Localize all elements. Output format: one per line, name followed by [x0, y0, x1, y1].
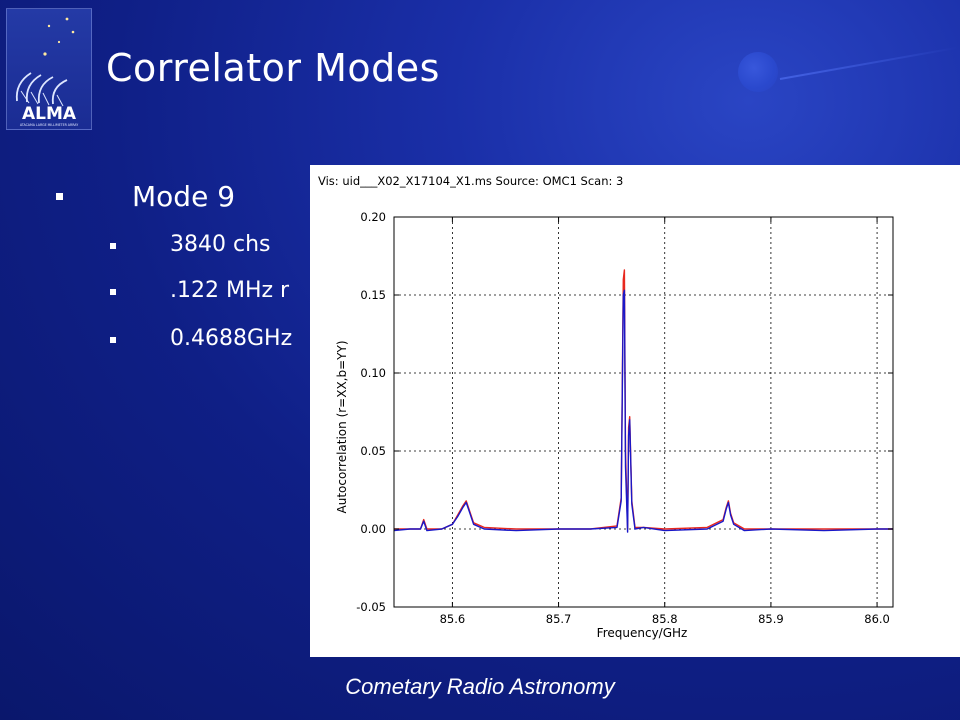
- chart-y-tick-label: 0.15: [360, 288, 386, 302]
- bullet-sub-label: 3840 chs: [170, 232, 271, 257]
- chart-series-line-1: [393, 289, 893, 533]
- chart-y-tick-label: -0.05: [356, 600, 386, 614]
- slide-footer: Cometary Radio Astronomy: [345, 674, 615, 699]
- bullet-square-icon: [56, 193, 63, 200]
- chart-title: Vis: uid___X02_X17104_X1.ms Source: OMC1…: [318, 174, 623, 188]
- chart-plot-frame: [393, 216, 894, 608]
- decorative-orb: [738, 52, 778, 92]
- chart-y-tick-label: 0.20: [360, 210, 386, 224]
- bullet-main-label: Mode 9: [132, 180, 236, 213]
- chart-x-tick-label: 85.9: [758, 612, 784, 626]
- chart-y-tick-label: 0.05: [360, 444, 386, 458]
- chart-y-tick-label: 0.10: [360, 366, 386, 380]
- bullet-square-icon: [110, 243, 116, 249]
- bullet-sub-label: 0.4688GHz: [170, 326, 293, 351]
- spectrum-plot-panel: Vis: uid___X02_X17104_X1.ms Source: OMC1…: [310, 165, 960, 657]
- slide-title: Correlator Modes: [106, 46, 440, 90]
- chart-x-tick-label: 85.7: [546, 612, 572, 626]
- alma-logo: ALMA ATACAMA LARGE MILLIMETER ARRAY: [6, 8, 92, 130]
- chart-x-tick-label: 86.0: [864, 612, 890, 626]
- chart-x-tick-label: 85.8: [652, 612, 678, 626]
- chart-y-axis-label: Autocorrelation (r=XX,b=YY): [335, 340, 349, 513]
- alma-logo-icon: ALMA ATACAMA LARGE MILLIMETER ARRAY: [15, 17, 78, 127]
- chart-x-axis-label: Frequency/GHz: [597, 626, 688, 640]
- chart-series-line-0: [394, 269, 893, 530]
- decorative-line: [779, 46, 958, 80]
- svg-text:ALMA: ALMA: [22, 104, 77, 124]
- bullet-sub-label: .122 MHz r: [170, 278, 290, 303]
- chart-y-tick-label: 0.00: [360, 522, 386, 536]
- bullet-square-icon: [110, 337, 116, 343]
- chart-x-tick-label: 85.6: [440, 612, 466, 626]
- svg-text:ATACAMA LARGE MILLIMETER ARRAY: ATACAMA LARGE MILLIMETER ARRAY: [20, 123, 78, 127]
- spectrum-chart: Vis: uid___X02_X17104_X1.ms Source: OMC1…: [318, 174, 894, 640]
- bullet-square-icon: [110, 289, 116, 295]
